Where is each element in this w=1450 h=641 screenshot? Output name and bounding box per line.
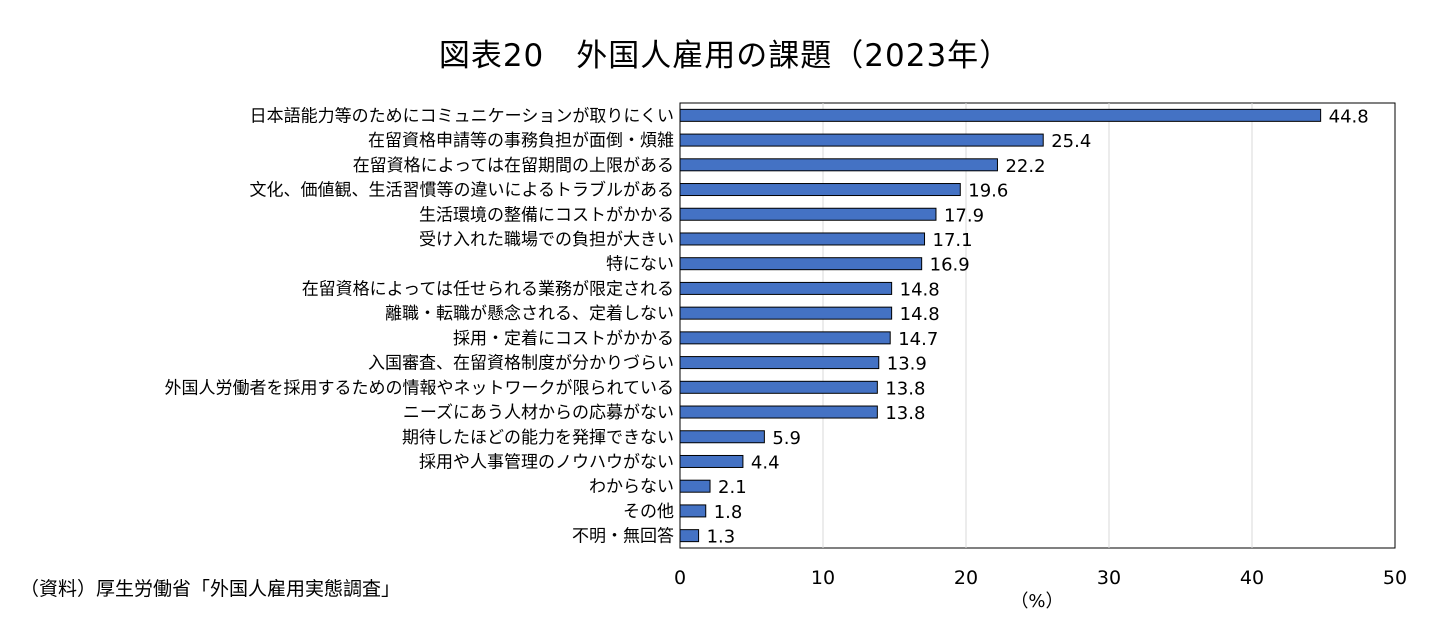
category-labels: 日本語能力等のためにコミュニケーションが取りにくい在留資格申請等の事務負担が面倒… (165, 106, 675, 546)
value-label: 13.8 (885, 378, 925, 399)
category-label: 在留資格によっては任せられる業務が限定される (302, 279, 674, 299)
x-axis-title: （%） (1010, 591, 1063, 612)
value-label: 5.9 (772, 428, 801, 449)
x-tick-label: 40 (1240, 567, 1264, 589)
category-label: 生活環境の整備にコストがかかる (419, 205, 674, 225)
value-label: 1.8 (714, 502, 743, 523)
value-label: 13.9 (887, 354, 927, 375)
value-label: 1.3 (707, 527, 736, 548)
value-labels: 44.8 25.4 22.2 19.6 17.9 17.1 16.9 14.8 14.8 14.7… (707, 106, 1369, 547)
category-label: 採用や人事管理のノウハウがない (419, 452, 674, 472)
value-label: 14.7 (898, 329, 938, 350)
bar (679, 405, 878, 419)
value-label: 16.9 (930, 255, 970, 276)
bar (679, 232, 926, 246)
bar (679, 281, 893, 295)
bar (679, 454, 744, 468)
value-label: 19.6 (968, 181, 1008, 202)
value-label: 17.1 (933, 230, 973, 251)
bar (679, 331, 891, 345)
category-label: 在留資格によっては在留期間の上限がある (353, 156, 674, 176)
bar (679, 504, 707, 518)
bar (679, 108, 1322, 122)
category-label: 在留資格申請等の事務負担が面倒・煩雑 (368, 131, 674, 151)
source-note: （資料）厚生労働省「外国人雇用実態調査」 (20, 578, 401, 600)
category-label: 採用・定着にコストがかかる (453, 329, 674, 349)
category-label: 不明・無回答 (572, 527, 674, 547)
bar (679, 356, 880, 370)
x-axis-ticks: 0 10 20 30 40 50 (674, 567, 1407, 589)
value-label: 25.4 (1051, 131, 1091, 152)
category-label: 期待したほどの能力を発揮できない (402, 428, 674, 448)
value-label: 2.1 (718, 477, 747, 498)
value-label: 4.4 (751, 452, 780, 473)
category-label: 入国審査、在留資格制度が分かりづらい (368, 354, 674, 374)
bar (679, 479, 711, 493)
category-label: 文化、価値観、生活習慣等の違いによるトラブルがある (250, 180, 675, 201)
value-label: 13.8 (885, 403, 925, 424)
plot-area (679, 102, 1396, 549)
bars (679, 108, 1322, 543)
x-tick-label: 0 (674, 567, 686, 589)
value-label: 22.2 (1005, 156, 1045, 177)
x-tick-label: 50 (1383, 567, 1407, 589)
value-label: 14.8 (900, 304, 940, 325)
x-tick-label: 30 (1097, 567, 1121, 589)
bar (679, 257, 923, 271)
category-label: 受け入れた職場での負担が大きい (419, 230, 674, 250)
category-label: その他 (623, 502, 674, 522)
bar (679, 183, 961, 197)
category-label: 日本語能力等のためにコミュニケーションが取りにくい (250, 106, 674, 126)
value-label: 17.9 (944, 205, 984, 226)
bar (679, 529, 700, 543)
x-tick-label: 20 (954, 567, 978, 589)
chart-title: 図表20 外国人雇用の課題（2023年） (438, 38, 1012, 74)
value-label: 14.8 (900, 279, 940, 300)
category-label: 離職・転職が懸念される、定着しない (385, 303, 674, 324)
bar (679, 430, 765, 444)
bar (679, 207, 937, 221)
bar (679, 380, 878, 394)
category-label: わからない (589, 477, 674, 497)
bar (679, 133, 1044, 147)
gridlines (822, 103, 1253, 548)
bar (679, 158, 998, 172)
bar (679, 306, 893, 320)
x-tick-label: 10 (811, 567, 835, 589)
value-label: 44.8 (1329, 106, 1369, 127)
category-label: 外国人労働者を採用するための情報やネットワークが限られている (165, 378, 675, 398)
category-label: 特にない (606, 255, 674, 275)
category-label: ニーズにあう人材からの応募がない (403, 403, 674, 423)
